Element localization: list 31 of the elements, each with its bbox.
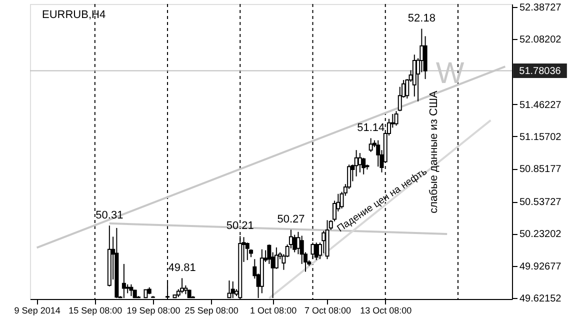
x-tick-label: 1 Oct 08:00 [250,306,297,316]
annotation: 50.31 [96,210,124,222]
y-tick-label: 50.85177 [520,164,562,176]
y-tick-label: 49.62152 [520,294,562,304]
ref-line-label: 51.78036 [519,66,562,77]
y-tick-label: 51.15702 [520,132,562,143]
annotation: слабые данные из США [428,90,440,214]
y-tick-label: 52.38727 [520,2,562,14]
chart-title: EURRUB,H4 [42,8,106,21]
annotation: 49.81 [168,262,196,274]
y-tick-label: 50.53727 [520,197,562,208]
x-tick-label: 19 Sep 08:00 [126,306,180,316]
x-tick-label: 15 Sep 08:00 [68,306,122,316]
candlestick [129,284,134,297]
x-tick-label: 7 Oct 08:00 [304,306,352,316]
y-tick-label: 49.92677 [520,261,562,272]
candlestick [314,242,318,261]
annotation: 50.27 [277,214,305,226]
candlestick [368,138,373,152]
y-tick-label: 51.46227 [520,100,562,111]
x-tick-label: 9 Sep 2014 [14,306,60,316]
y-tick-label: 52.08202 [520,34,562,46]
annotation: 50.21 [226,220,254,232]
annotation: 51.14 [357,122,385,134]
annotation: 52.18 [408,12,436,25]
candlestick [394,110,398,126]
candlestick [362,157,366,175]
x-tick-label: 13 Oct 08:00 [360,306,412,316]
y-tick-label: 50.23202 [520,229,562,240]
candlestick [322,230,326,254]
x-tick-label: 25 Sep 08:00 [184,306,238,316]
